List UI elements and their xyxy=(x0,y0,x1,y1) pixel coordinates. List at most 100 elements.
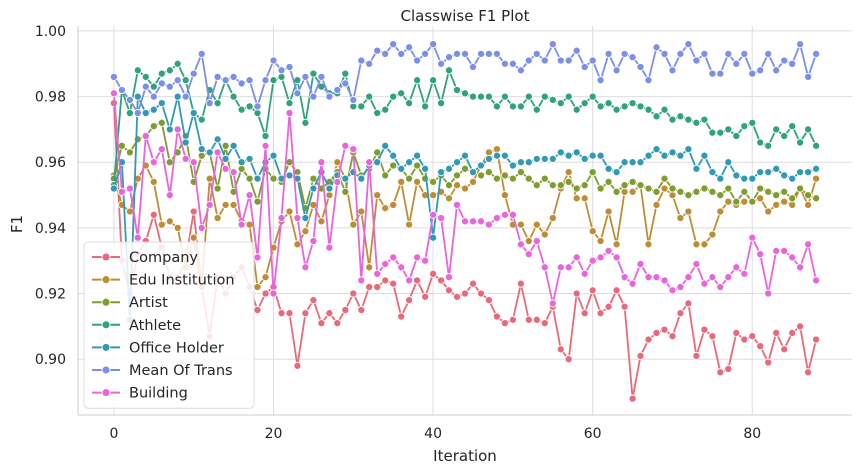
data-point xyxy=(381,276,390,285)
x-tick-label: 60 xyxy=(584,426,602,442)
data-point xyxy=(468,92,478,101)
data-point xyxy=(684,40,693,49)
data-point xyxy=(341,174,350,183)
data-point xyxy=(532,49,541,58)
data-point xyxy=(652,273,661,282)
data-point xyxy=(437,213,446,223)
data-point xyxy=(524,315,533,324)
data-point xyxy=(109,72,118,81)
data-point xyxy=(708,332,717,341)
data-point xyxy=(804,240,813,249)
data-point xyxy=(444,194,454,203)
data-point xyxy=(205,99,214,108)
data-point xyxy=(676,282,685,292)
data-point xyxy=(668,66,677,75)
data-point xyxy=(173,223,182,232)
data-point xyxy=(676,151,685,160)
data-point xyxy=(604,99,613,108)
data-point xyxy=(389,92,398,101)
data-point xyxy=(756,138,765,147)
data-point xyxy=(237,164,246,173)
data-point xyxy=(764,207,773,216)
data-point xyxy=(692,351,701,360)
legend-label: Edu Institution xyxy=(129,273,235,289)
data-point xyxy=(397,89,406,98)
data-point xyxy=(452,158,462,167)
data-point xyxy=(357,174,366,183)
data-point xyxy=(349,168,358,177)
data-point xyxy=(277,66,286,75)
data-point xyxy=(221,200,230,209)
data-point xyxy=(189,108,198,118)
data-point xyxy=(468,62,478,72)
data-point xyxy=(748,233,757,242)
data-point xyxy=(620,302,629,311)
data-point xyxy=(341,305,350,315)
data-point xyxy=(500,151,509,160)
data-point xyxy=(117,187,126,196)
data-point xyxy=(133,108,142,118)
data-point xyxy=(277,309,286,318)
data-point xyxy=(716,191,725,200)
data-point xyxy=(365,59,374,68)
data-point xyxy=(732,328,741,337)
data-point xyxy=(373,108,382,118)
data-point xyxy=(381,49,390,58)
data-point xyxy=(285,171,294,180)
data-point xyxy=(221,164,230,173)
data-point xyxy=(524,250,533,259)
data-point xyxy=(588,227,597,236)
data-point xyxy=(732,131,741,141)
data-point xyxy=(149,122,158,131)
data-point xyxy=(452,171,462,180)
data-point xyxy=(724,197,733,206)
data-point xyxy=(572,253,581,262)
data-point xyxy=(245,174,254,183)
y-tick-label: 0.92 xyxy=(35,287,66,303)
data-point xyxy=(708,128,717,137)
data-point xyxy=(205,174,214,183)
series-artist xyxy=(109,118,821,213)
data-point xyxy=(644,76,653,85)
legend-marker-swatch xyxy=(101,275,111,285)
data-point xyxy=(149,82,158,91)
data-point xyxy=(429,177,438,186)
data-point xyxy=(189,158,198,167)
data-point xyxy=(293,240,302,249)
data-point xyxy=(500,191,509,200)
data-point xyxy=(628,99,637,108)
data-point xyxy=(405,220,414,229)
data-point xyxy=(245,154,254,163)
data-point xyxy=(253,108,262,118)
data-point xyxy=(421,256,430,265)
data-point xyxy=(460,184,470,193)
data-point xyxy=(572,105,581,114)
data-point xyxy=(660,276,669,285)
data-point xyxy=(373,46,382,55)
data-point xyxy=(117,141,126,150)
data-point xyxy=(724,158,733,167)
data-point xyxy=(484,154,493,163)
data-point xyxy=(421,164,430,173)
data-point xyxy=(213,99,222,108)
data-point xyxy=(484,168,493,177)
data-point xyxy=(508,59,517,68)
data-point xyxy=(301,118,310,127)
data-point xyxy=(157,99,166,108)
data-point xyxy=(620,181,629,190)
data-point xyxy=(804,368,813,377)
data-point xyxy=(668,191,677,200)
data-point xyxy=(812,49,821,58)
data-point xyxy=(644,335,653,344)
data-point xyxy=(484,49,493,58)
data-point xyxy=(165,66,174,75)
data-point xyxy=(548,40,557,49)
data-point xyxy=(460,289,470,298)
data-point xyxy=(269,174,278,183)
data-point xyxy=(724,364,733,374)
data-point xyxy=(429,76,438,85)
data-point xyxy=(285,309,294,318)
data-point xyxy=(764,168,773,177)
data-point xyxy=(644,151,653,160)
x-tick-label: 0 xyxy=(109,426,118,442)
